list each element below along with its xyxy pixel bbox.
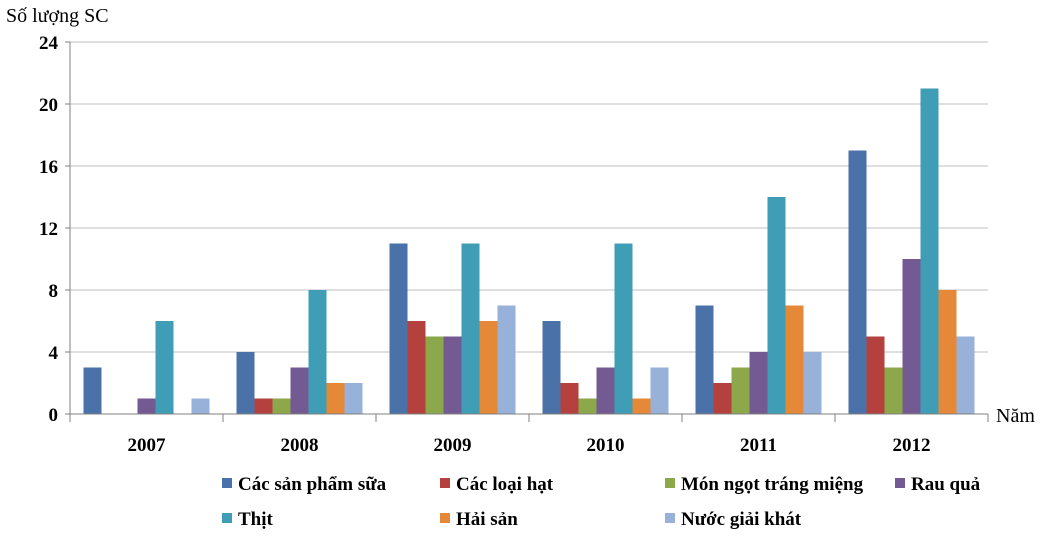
legend-label: Các loại hạt (456, 474, 554, 495)
bar (542, 321, 561, 414)
legend-swatch (895, 478, 905, 488)
bar (236, 352, 255, 414)
bar (443, 336, 462, 414)
bar (767, 197, 786, 414)
axes (69, 42, 989, 422)
x-tick-label: 2010 (587, 435, 625, 456)
bar (866, 336, 885, 414)
x-tick-label: 2011 (740, 435, 777, 456)
legend-swatch (665, 513, 675, 523)
bar (596, 367, 615, 414)
legend-label: Hải sản (456, 509, 518, 530)
bar (389, 243, 408, 414)
x-tick-labels: 2007 2008 2009 2010 2011 2012 (128, 435, 931, 456)
bar (884, 367, 903, 414)
bar (848, 150, 867, 414)
bar (650, 367, 669, 414)
y-tick-label: 24 (39, 33, 59, 54)
x-tick-label: 2007 (128, 435, 167, 456)
bar (461, 243, 480, 414)
bar (254, 398, 273, 414)
bars (83, 88, 975, 414)
bar (308, 290, 327, 414)
bar (560, 383, 579, 414)
x-tick-label: 2009 (434, 435, 472, 456)
bar (425, 336, 444, 414)
x-tick-label: 2012 (893, 435, 931, 456)
y-tick-labels: 0 4 8 12 16 20 24 (39, 33, 59, 426)
legend-swatch (222, 478, 232, 488)
bar (191, 398, 210, 414)
legend-label: Rau quả (911, 474, 981, 495)
bar (344, 383, 363, 414)
bar (956, 336, 975, 414)
legend-label: Nước giải khát (681, 509, 802, 530)
y-tick-label: 0 (49, 405, 59, 426)
x-tick-label: 2008 (281, 435, 319, 456)
bar (920, 88, 939, 414)
bar (632, 398, 651, 414)
y-tick-label: 4 (49, 343, 59, 364)
legend-label: Các sản phẩm sữa (238, 474, 387, 495)
bar (614, 243, 633, 414)
bar (731, 367, 750, 414)
gridlines (65, 41, 988, 415)
bar (272, 398, 291, 414)
bar (326, 383, 345, 414)
bar (497, 305, 516, 414)
y-tick-label: 16 (39, 157, 58, 178)
bar (785, 305, 804, 414)
y-axis-label: Số lượng SC (6, 5, 109, 27)
legend: Các sản phẩm sữa Các loại hạt Món ngọt trá… (222, 474, 981, 530)
legend-swatch (665, 478, 675, 488)
bar (137, 398, 156, 414)
bar (290, 367, 309, 414)
y-tick-label: 12 (39, 219, 58, 240)
bar (713, 383, 732, 414)
legend-swatch (440, 478, 450, 488)
bar (938, 290, 957, 414)
bar (902, 259, 921, 414)
bar (83, 367, 102, 414)
bar (479, 321, 498, 414)
y-tick-label: 20 (39, 95, 58, 116)
legend-swatch (222, 513, 232, 523)
bar (695, 305, 714, 414)
legend-label: Thịt (238, 509, 274, 530)
y-tick-label: 8 (49, 281, 59, 302)
bar (749, 352, 768, 414)
bar (578, 398, 597, 414)
bar (803, 352, 822, 414)
bar (155, 321, 174, 414)
legend-label: Món ngọt tráng miệng (681, 474, 864, 495)
bar (407, 321, 426, 414)
x-axis-unit-label: Năm (996, 405, 1035, 427)
legend-swatch (440, 513, 450, 523)
